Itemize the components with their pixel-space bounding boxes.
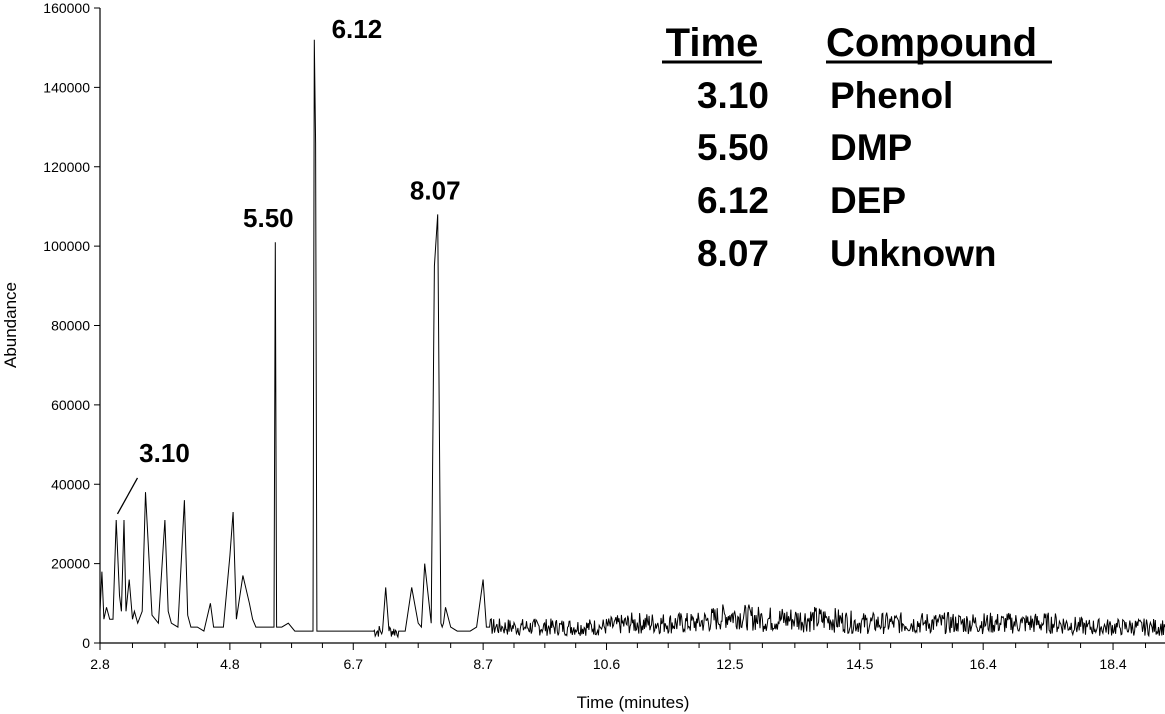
table-row-time: 6.12 — [697, 180, 769, 221]
peak-label: 3.10 — [139, 438, 190, 468]
table-row-compound: Unknown — [830, 233, 996, 274]
y-tick-label: 120000 — [43, 159, 90, 175]
peak-label: 6.12 — [332, 14, 383, 44]
x-axis-title: Time (minutes) — [577, 693, 690, 712]
table-row-compound: DMP — [830, 127, 912, 168]
table-row-time: 8.07 — [697, 233, 769, 274]
table-header-compound: Compound — [826, 21, 1037, 65]
x-axis-ticks: 2.8 4.8 6.7 8.7 10.6 12.5 14.5 16.4 18.4 — [90, 643, 1147, 672]
table-row-time: 5.50 — [697, 127, 769, 168]
y-tick-label: 80000 — [51, 318, 90, 334]
y-tick-label: 60000 — [51, 397, 90, 413]
peak-label: 5.50 — [243, 203, 294, 233]
x-tick-label: 2.8 — [90, 656, 110, 672]
y-tick-label: 100000 — [43, 238, 90, 254]
y-axis-title: Abundance — [1, 282, 20, 368]
peak-leader-line — [116, 477, 139, 515]
table-row-compound: Phenol — [830, 75, 953, 116]
table-row-compound: DEP — [830, 180, 906, 221]
x-tick-label: 6.7 — [344, 656, 364, 672]
x-tick-label: 4.8 — [220, 656, 240, 672]
x-tick-label: 12.5 — [716, 656, 743, 672]
y-tick-label: 20000 — [51, 556, 90, 572]
y-tick-label: 140000 — [43, 79, 90, 95]
peak-label: 8.07 — [410, 175, 461, 205]
compound-table: Time Compound 3.10 Phenol 5.50 DMP 6.12 … — [662, 21, 1052, 274]
x-tick-label: 16.4 — [970, 656, 997, 672]
x-tick-label: 8.7 — [473, 656, 493, 672]
y-axis-ticks: 0 20000 40000 60000 80000 100000 120000 140000 1… — [43, 0, 100, 651]
y-tick-label: 160000 — [43, 0, 90, 16]
table-header-time: Time — [666, 21, 759, 65]
peak-labels: 3.10 5.50 6.12 8.07 — [116, 14, 461, 515]
x-tick-label: 18.4 — [1099, 656, 1126, 672]
abundance-trace-series — [99, 39, 1165, 639]
table-row-time: 3.10 — [697, 75, 769, 116]
y-tick-label: 40000 — [51, 476, 90, 492]
y-tick-label: 0 — [82, 635, 90, 651]
x-tick-label: 14.5 — [846, 656, 873, 672]
x-tick-label: 10.6 — [593, 656, 620, 672]
